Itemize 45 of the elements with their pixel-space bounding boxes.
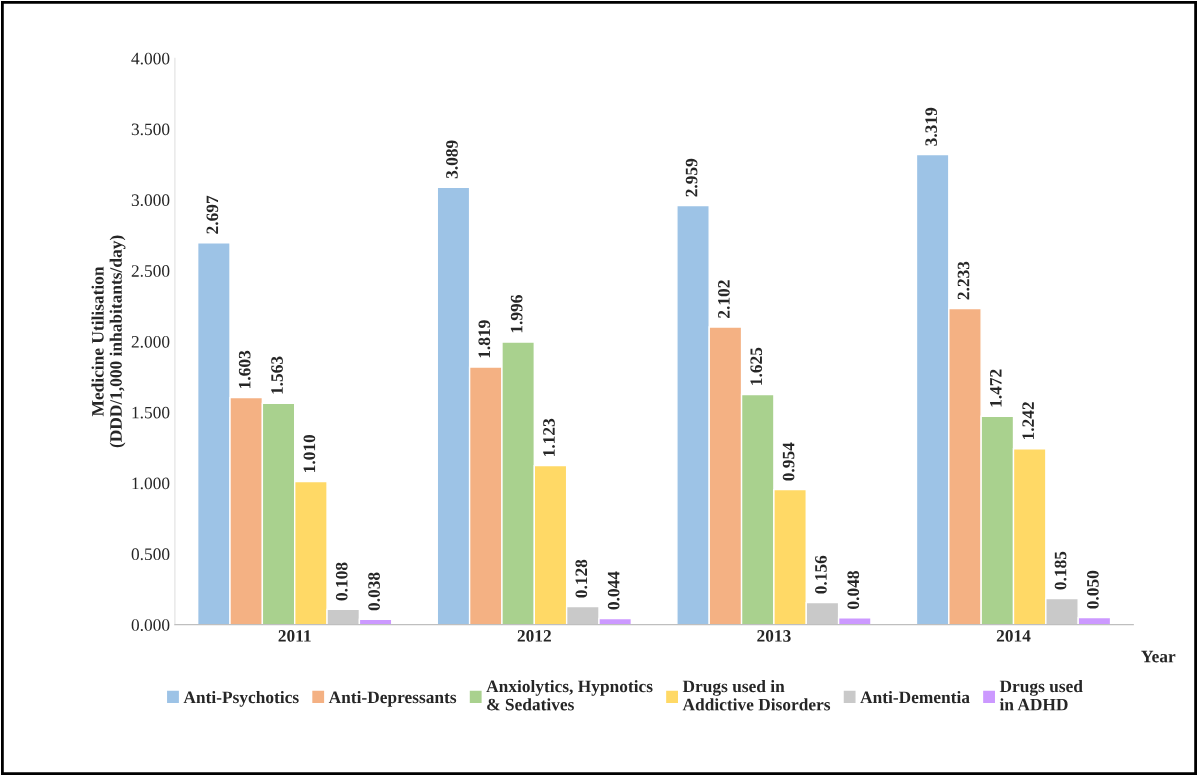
y-tick-label: 3.000	[131, 194, 170, 207]
x-tick-label: 2013	[757, 630, 791, 642]
x-tick-label: 2012	[517, 630, 551, 642]
y-tick-label: 0.500	[131, 548, 170, 561]
data-label: 1.996	[510, 295, 523, 333]
data-label: 1.625	[750, 347, 763, 385]
legend-label: Anti-Psychotics	[183, 690, 299, 707]
x-tick-label: 2011	[278, 630, 311, 642]
y-tick-label: 1.500	[132, 406, 170, 419]
y-tick-label: 1.000	[132, 477, 170, 490]
data-label: 0.185	[1054, 551, 1067, 590]
data-label: 1.603	[238, 350, 251, 388]
data-label: 2.959	[685, 158, 698, 197]
data-label: 0.108	[335, 562, 348, 601]
y-tick-label: 4.000	[131, 52, 170, 65]
x-tick-label: 2014	[996, 630, 1031, 642]
y-tick-label: 2.000	[131, 335, 170, 348]
data-label: 0.954	[782, 442, 795, 481]
y-tick-label: 0.000	[131, 619, 170, 631]
data-label: 3.319	[925, 107, 938, 146]
data-label: 2.102	[718, 280, 730, 318]
legend-label: Drugs used in ADHD	[999, 679, 1083, 711]
data-label: 0.038	[368, 572, 380, 611]
data-label: 0.050	[1087, 570, 1099, 609]
data-label: 1.472	[990, 369, 1002, 407]
data-label: 0.156	[815, 555, 827, 594]
y-axis-title: Medicine Utilisation (DDD/1,000 inhabitants/day)	[91, 235, 126, 448]
legend-label: Anti-Depressants	[328, 690, 457, 707]
data-label: 0.048	[847, 571, 860, 609]
data-label: 1.123	[543, 418, 555, 456]
data-label: 2.233	[957, 261, 970, 300]
data-label: 2.697	[206, 195, 219, 234]
legend-label: Anti-Dementia	[860, 690, 970, 704]
data-label: 3.089	[446, 140, 458, 179]
y-tick-label: 3.500	[131, 123, 170, 136]
data-label: 1.563	[271, 356, 283, 394]
data-label: 1.242	[1022, 402, 1035, 440]
legend-label: Drugs used in Addictive Disorders	[682, 679, 831, 711]
y-tick-label: 2.500	[131, 265, 170, 277]
legend-label: Anxiolytics, Hypnotics & Sedatives	[486, 680, 653, 711]
data-label: 1.819	[478, 320, 491, 358]
data-label: 0.044	[607, 571, 620, 610]
data-label: 0.128	[575, 559, 588, 598]
x-axis-title: Year	[1141, 650, 1176, 663]
data-label: 1.010	[303, 434, 316, 472]
